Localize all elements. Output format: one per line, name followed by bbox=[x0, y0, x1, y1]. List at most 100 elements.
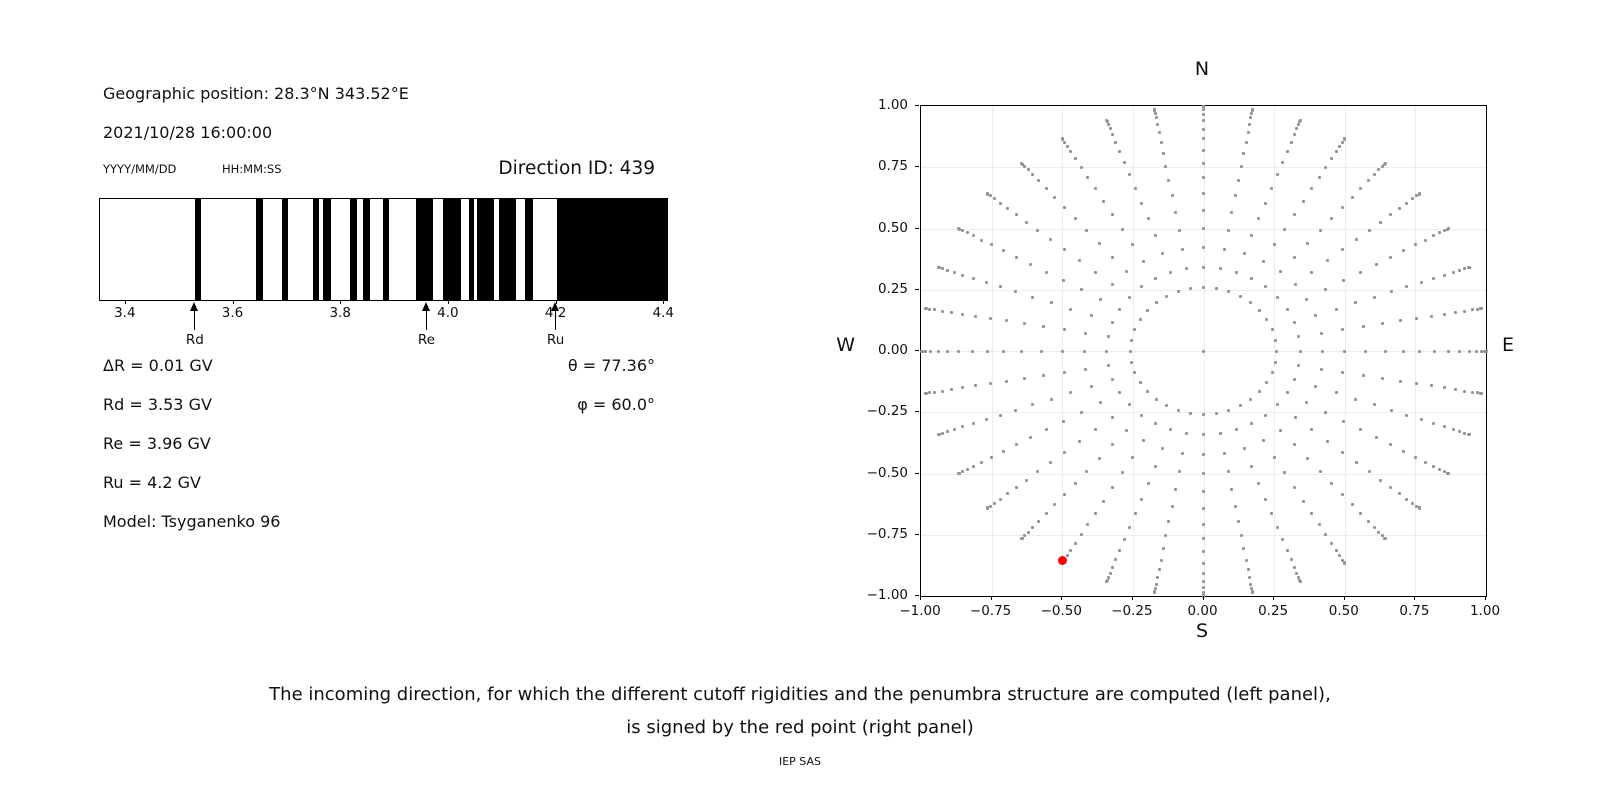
direction-dot bbox=[933, 390, 937, 394]
direction-dot bbox=[1334, 548, 1338, 552]
direction-dot bbox=[1411, 197, 1414, 201]
direction-y-tick-label: 0.25 bbox=[877, 280, 908, 297]
direction-dot bbox=[1292, 485, 1296, 489]
direction-dot bbox=[1121, 471, 1124, 475]
direction-dot bbox=[1249, 582, 1253, 586]
direction-dot bbox=[1105, 579, 1109, 583]
direction-dot bbox=[1131, 243, 1135, 247]
direction-dot bbox=[1305, 297, 1309, 301]
cutoff-arrow-stem bbox=[554, 309, 557, 330]
direction-dot bbox=[1146, 217, 1150, 221]
direction-dot bbox=[1111, 213, 1115, 217]
direction-dot bbox=[965, 231, 969, 235]
direction-dot bbox=[936, 433, 940, 437]
direction-dot bbox=[1341, 370, 1345, 374]
direction-dot bbox=[1108, 127, 1112, 131]
direction-y-tick bbox=[915, 227, 919, 229]
penumbra-x-tick-label: 3.6 bbox=[221, 305, 244, 321]
direction-dot bbox=[1446, 349, 1450, 353]
direction-dot bbox=[1276, 525, 1279, 529]
direction-dot bbox=[1202, 148, 1205, 152]
direction-dot bbox=[1001, 449, 1005, 453]
direction-dot bbox=[1281, 160, 1285, 164]
direction-dot bbox=[1073, 482, 1077, 486]
direction-dot bbox=[1152, 108, 1156, 112]
direction-dot bbox=[1031, 525, 1035, 529]
direction-dot bbox=[1084, 367, 1088, 371]
direction-dot bbox=[1053, 503, 1057, 507]
direction-dot bbox=[1044, 270, 1048, 274]
direction-dot bbox=[1270, 512, 1274, 516]
direction-dot bbox=[1250, 234, 1254, 238]
direction-dot bbox=[1023, 376, 1027, 380]
direction-dot bbox=[1467, 433, 1471, 437]
direction-dot bbox=[1202, 490, 1205, 493]
direction-dot bbox=[1361, 373, 1365, 377]
direction-dot bbox=[1074, 157, 1077, 161]
direction-dot bbox=[1202, 433, 1205, 437]
direction-dot bbox=[1438, 467, 1442, 471]
direction-dot bbox=[1138, 381, 1142, 385]
direction-dot bbox=[1139, 201, 1143, 205]
direction-dot bbox=[1202, 209, 1205, 212]
direction-dot bbox=[1350, 503, 1354, 507]
direction-dot bbox=[1463, 267, 1467, 270]
direction-dot bbox=[1014, 290, 1018, 294]
direction-dot bbox=[952, 428, 956, 432]
delta-r-value: ΔR = 0.01 GV bbox=[103, 356, 213, 375]
direction-dot bbox=[1261, 259, 1265, 263]
direction-dot bbox=[1324, 165, 1328, 169]
direction-dot bbox=[1341, 140, 1345, 144]
penumbra-bar bbox=[383, 199, 389, 300]
phi-value: φ = 60.0° bbox=[577, 395, 655, 414]
direction-dot bbox=[1122, 160, 1126, 164]
direction-dot bbox=[1111, 133, 1115, 137]
direction-dot bbox=[1062, 328, 1066, 332]
direction-dot bbox=[1142, 439, 1146, 443]
direction-dot bbox=[1375, 262, 1378, 266]
direction-dot bbox=[1130, 338, 1133, 342]
direction-dot bbox=[985, 192, 989, 195]
cutoff-arrow-head bbox=[421, 302, 430, 311]
direction-dot bbox=[1014, 408, 1018, 412]
direction-dot bbox=[1185, 267, 1189, 270]
direction-dot bbox=[1153, 234, 1157, 238]
direction-dot bbox=[1029, 436, 1032, 440]
direction-dot bbox=[1246, 568, 1250, 572]
direction-dot bbox=[1005, 206, 1009, 210]
direction-dot bbox=[1272, 455, 1276, 459]
penumbra-bar bbox=[350, 199, 358, 300]
direction-dot bbox=[1082, 349, 1086, 353]
direction-dot bbox=[1274, 338, 1277, 342]
direction-dot bbox=[1105, 349, 1109, 353]
direction-dot bbox=[1202, 537, 1205, 541]
direction-dot bbox=[1405, 497, 1409, 501]
direction-dot bbox=[1239, 164, 1243, 168]
direction-dot bbox=[1118, 391, 1122, 395]
direction-dot bbox=[1367, 228, 1371, 232]
compass-label-west: W bbox=[836, 334, 855, 356]
direction-dot bbox=[1227, 409, 1230, 413]
direction-dot bbox=[1153, 276, 1157, 280]
direction-dot bbox=[1065, 554, 1069, 558]
direction-dot bbox=[1275, 349, 1279, 353]
direction-dot bbox=[1146, 390, 1149, 394]
direction-y-tick bbox=[915, 350, 919, 351]
direction-dot bbox=[1044, 512, 1048, 515]
direction-dot bbox=[1238, 294, 1242, 298]
direction-dot bbox=[1338, 554, 1342, 558]
direction-dot bbox=[1155, 300, 1158, 304]
direction-dot bbox=[1026, 530, 1030, 534]
direction-dot bbox=[1042, 373, 1046, 377]
direction-dot bbox=[1258, 308, 1261, 312]
direction-dot bbox=[1106, 122, 1110, 126]
direction-dot bbox=[1159, 140, 1163, 144]
direction-dot bbox=[1053, 195, 1057, 199]
direction-dot bbox=[1155, 122, 1159, 126]
direction-dot bbox=[1214, 287, 1218, 291]
caption-line-2: is signed by the red point (right panel) bbox=[626, 717, 974, 738]
direction-dot bbox=[1305, 401, 1309, 405]
direction-dot bbox=[1202, 176, 1205, 180]
direction-dot bbox=[1073, 216, 1077, 220]
